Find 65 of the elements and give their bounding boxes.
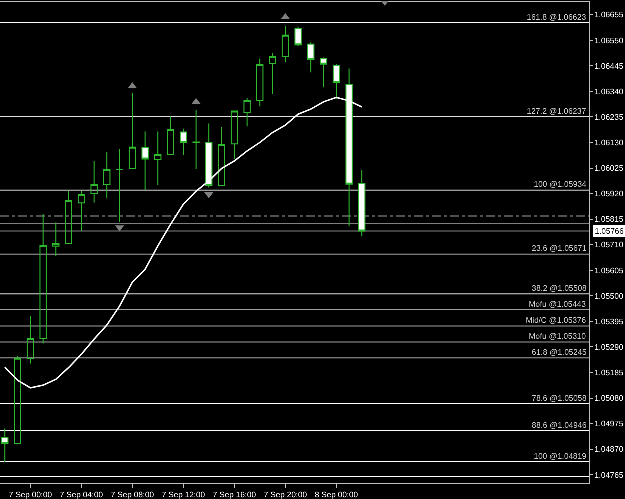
y-tick-label: 1.05500 [594, 292, 624, 301]
x-tick-label: 7 Sep 20:00 [264, 490, 308, 499]
x-tick-label: 7 Sep 12:00 [162, 490, 206, 499]
ref-line-label: 100 @1.04819 [534, 452, 588, 461]
candlestick [116, 149, 124, 223]
candlestick [256, 58, 264, 108]
y-tick-label: 1.06445 [594, 62, 624, 71]
y-tick-label: 1.04975 [594, 420, 624, 429]
y-tick-label: 1.05080 [594, 394, 624, 404]
ref-line-label: 161.8 @1.06623 [527, 13, 587, 22]
candlestick [180, 128, 188, 156]
candlestick [205, 123, 213, 188]
candlestick [230, 110, 238, 160]
candlestick [269, 52, 276, 95]
ref-line-label: Mofu @1.05443 [529, 300, 587, 309]
ref-line-label: Mofu @1.05310 [529, 332, 587, 341]
candlestick [103, 152, 111, 200]
ref-line-label: 88.6 @1.04946 [532, 421, 588, 430]
x-tick-label: 7 Sep 08:00 [111, 490, 155, 499]
y-tick-label: 1.06340 [594, 87, 624, 96]
y-tick-label: 1.05185 [594, 368, 624, 378]
candlestick [307, 42, 315, 74]
candlestick [294, 26, 302, 47]
candlestick [167, 116, 174, 156]
y-tick-label: 1.05920 [594, 190, 624, 199]
y-tick-label: 1.05710 [594, 240, 624, 250]
y-tick-label: 1.06130 [594, 138, 624, 148]
candlestick [14, 356, 22, 446]
candlestick [154, 131, 162, 186]
ref-line-label: 78.6 @1.05058 [532, 394, 588, 403]
y-tick-label: 1.04765 [594, 470, 624, 480]
candlestick [244, 98, 251, 128]
x-tick-label: 8 Sep 00:00 [314, 490, 359, 499]
candlestick [65, 190, 72, 244]
candlestick [90, 160, 98, 204]
candlestick [78, 190, 86, 232]
y-tick-label: 1.06655 [594, 10, 624, 20]
candlestick [192, 110, 200, 170]
y-tick-label: 1.06235 [594, 112, 624, 122]
y-tick-label: 1.05815 [594, 215, 624, 224]
x-tick-label: 7 Sep 16:00 [213, 490, 257, 499]
ref-line-label: 38.2 @1.05508 [532, 284, 588, 293]
candlestick [358, 170, 366, 238]
candlestick [218, 126, 226, 187]
candlestick [40, 214, 47, 344]
x-tick-label: 7 Sep 00:00 [9, 490, 53, 499]
y-tick-label: 1.06550 [594, 36, 624, 46]
candlestick [26, 316, 34, 364]
y-tick-label: 1.05395 [594, 317, 624, 326]
ref-line-label: 23.6 @1.05671 [532, 244, 588, 253]
candlestick [128, 93, 136, 170]
y-tick-label: 1.05290 [594, 342, 624, 352]
y-tick-label: 1.06025 [594, 164, 624, 174]
ref-line-label: Mid/C @1.05376 [526, 316, 587, 325]
candlestick [142, 131, 149, 191]
ref-line-label: 61.8 @1.05245 [532, 348, 588, 357]
y-tick-label: 1.05766 [595, 227, 624, 236]
candlestick [52, 222, 60, 257]
candlestick [282, 26, 290, 64]
y-tick-label: 1.04870 [594, 445, 624, 454]
ref-line-label: 127.2 @1.06237 [527, 107, 587, 116]
x-tick-label: 7 Sep 04:00 [60, 490, 104, 499]
y-tick-label: 1.05605 [594, 266, 624, 276]
ref-line-label: 100 @1.05934 [534, 180, 588, 189]
candlestick [320, 57, 328, 88]
